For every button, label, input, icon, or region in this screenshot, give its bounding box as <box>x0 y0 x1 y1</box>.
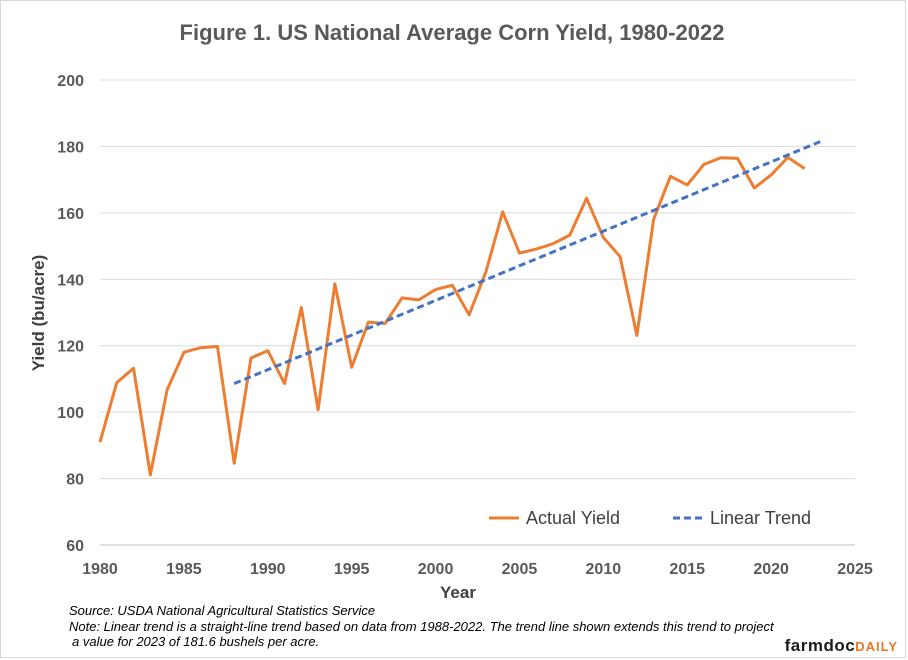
y-tick-120: 120 <box>57 339 84 356</box>
x-tick-2025: 2025 <box>837 561 873 578</box>
chart-notes: Source: USDA National Agricultural Stati… <box>69 603 869 650</box>
x-tick-2010: 2010 <box>586 561 622 578</box>
y-tick-labels: 60 80 100 120 140 160 180 200 <box>57 73 84 555</box>
chart-title: Figure 1. US National Average Corn Yield… <box>180 20 725 45</box>
x-tick-1995: 1995 <box>334 561 370 578</box>
y-tick-200: 200 <box>57 73 84 90</box>
y-tick-100: 100 <box>57 405 84 422</box>
x-tick-2000: 2000 <box>418 561 454 578</box>
y-axis-label: Yield (bu/acre) <box>29 255 48 372</box>
x-tick-2015: 2015 <box>669 561 705 578</box>
x-tick-1990: 1990 <box>250 561 286 578</box>
series-line-linear-trend <box>233 139 823 385</box>
series-lines <box>98 139 823 477</box>
y-tick-60: 60 <box>66 538 84 555</box>
y-tick-80: 80 <box>66 472 84 489</box>
legend: Actual Yield Linear Trend <box>489 508 811 528</box>
farmdoc-daily-logo: farmdocDAILY <box>785 636 898 656</box>
x-tick-2020: 2020 <box>753 561 789 578</box>
y-tick-160: 160 <box>57 206 84 223</box>
legend-label-linear-trend: Linear Trend <box>710 508 811 528</box>
trend-note-line-2: a value for 2023 of 181.6 bushels per ac… <box>72 634 320 649</box>
y-tick-140: 140 <box>57 272 84 289</box>
logo-suffix: DAILY <box>855 639 898 654</box>
legend-label-actual-yield: Actual Yield <box>526 508 620 528</box>
x-axis-label: Year <box>440 583 476 602</box>
x-tick-2005: 2005 <box>502 561 538 578</box>
series-line-actual-yield <box>98 155 806 477</box>
trend-note-line-1: Note: Linear trend is a straight-line tr… <box>69 618 774 634</box>
gridlines <box>100 79 855 546</box>
x-tick-labels: 1980 1985 1990 1995 2000 2005 2010 2015 2020 2025 <box>82 561 873 578</box>
logo-main: farmdoc <box>784 636 856 655</box>
x-tick-1980: 1980 <box>82 561 118 578</box>
x-tick-1985: 1985 <box>166 561 202 578</box>
source-note: Source: USDA National Agricultural Stati… <box>69 603 376 618</box>
y-tick-180: 180 <box>57 139 84 156</box>
